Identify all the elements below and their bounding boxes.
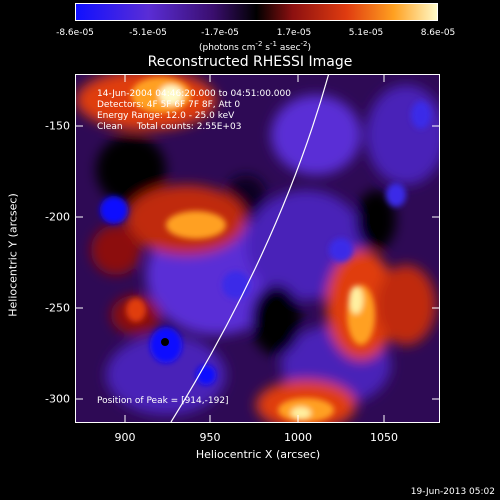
colorbar-tick-label: -1.7e-05 bbox=[201, 28, 239, 38]
x-axis-label: Heliocentric X (arcsec) bbox=[195, 448, 321, 461]
x-tick-label: 900 bbox=[114, 431, 136, 444]
colorbar-unit-label: (photons cm-2 s-1 asec-2) bbox=[198, 40, 312, 53]
y-tick-label: -150 bbox=[45, 119, 70, 133]
energy-range-label: Energy Range: 12.0 - 25.0 keV bbox=[97, 111, 235, 121]
x-tick-label: 950 bbox=[199, 431, 221, 444]
x-tick-label: 1000 bbox=[284, 431, 312, 444]
image-plot-area: 14-Jun-2004 04:46:20.000 to 04:51:00.000… bbox=[75, 74, 440, 423]
colorbar-tick-label: -8.6e-05 bbox=[56, 28, 94, 38]
time-range-label: 14-Jun-2004 04:46:20.000 to 04:51:00.000 bbox=[97, 89, 291, 99]
detectors-label: Detectors: 4F 5F 6F 7F 8F, Att 0 bbox=[97, 100, 241, 110]
x-tick-label: 1050 bbox=[370, 431, 398, 444]
colorbar-tick-label: 1.7e-05 bbox=[276, 28, 312, 38]
algorithm-counts-label: Clean Total counts: 2.55E+03 bbox=[97, 122, 242, 132]
solar-limb-line bbox=[170, 75, 330, 422]
colorbar-tick-label: 5.1e-05 bbox=[348, 28, 384, 38]
colorbar-tick-label: -5.1e-05 bbox=[129, 28, 167, 38]
y-tick-label: -300 bbox=[45, 392, 70, 406]
plot-title: Reconstructed RHESSI Image bbox=[147, 54, 353, 70]
colorbar-tick-label: 8.6e-05 bbox=[420, 28, 456, 38]
peak-position-label: Position of Peak = [914,-192] bbox=[97, 396, 229, 406]
solar-image bbox=[76, 75, 439, 422]
colorbar-gradient bbox=[76, 4, 437, 20]
y-tick-label: -250 bbox=[45, 301, 70, 315]
y-tick-label: -200 bbox=[45, 210, 70, 224]
y-axis-label: Heliocentric Y (arcsec) bbox=[6, 193, 20, 317]
colorbar bbox=[75, 3, 438, 21]
timestamp-label: 19-Jun-2013 05:02 bbox=[410, 487, 495, 497]
